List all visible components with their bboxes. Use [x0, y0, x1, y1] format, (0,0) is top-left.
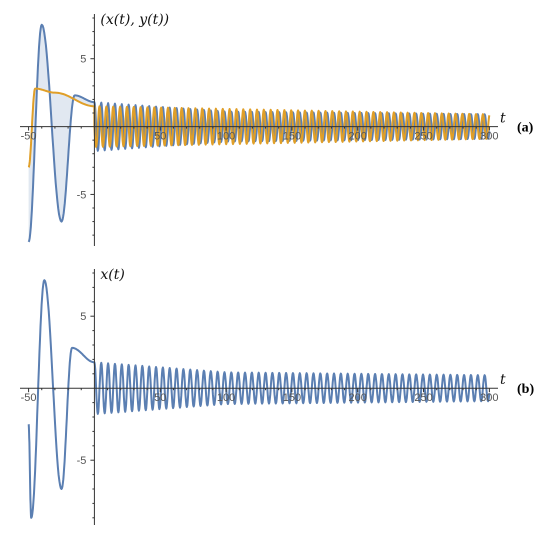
y-tick-label: 5: [80, 54, 86, 66]
series-x-line: [27, 279, 491, 519]
y-tick-label: 5: [80, 311, 86, 323]
x-tick-label: 250: [414, 392, 432, 404]
x-tick-label: 150: [283, 392, 301, 404]
x-tick-label: 300: [480, 131, 498, 143]
x-tick-label: 250: [414, 131, 432, 143]
x-tick-label: 50: [154, 392, 166, 404]
x-tick-label: 150: [283, 131, 301, 143]
x-axis-label: t: [500, 111, 506, 127]
x-tick-label: 100: [217, 131, 235, 143]
y-tick-label: -5: [77, 455, 87, 467]
x-tick-label: -50: [21, 392, 37, 404]
y-axis-label: x(t): [100, 267, 124, 283]
x-tick-label: 200: [349, 131, 367, 143]
series-y-line: [27, 87, 491, 168]
panel-label: (b): [517, 382, 534, 397]
x-tick-label: 50: [154, 131, 166, 143]
x-tick-label: 200: [349, 392, 367, 404]
x-tick-label: -50: [21, 131, 37, 143]
x-axis-label: t: [500, 372, 506, 388]
chart-panel-a: -50 50 100 150 200 250 300 5 -5 (x(t), y(t)) t (a): [20, 12, 534, 246]
y-axis-label: (x(t), y(t)): [100, 12, 169, 28]
chart-panel-b: -50 50 100 150 200 250 300 5 -5 x(t) t (b): [20, 267, 534, 525]
x-tick-label: 300: [480, 392, 498, 404]
panel-label: (a): [517, 121, 534, 136]
x-tick-label: 100: [217, 392, 235, 404]
y-tick-label: -5: [77, 189, 87, 201]
